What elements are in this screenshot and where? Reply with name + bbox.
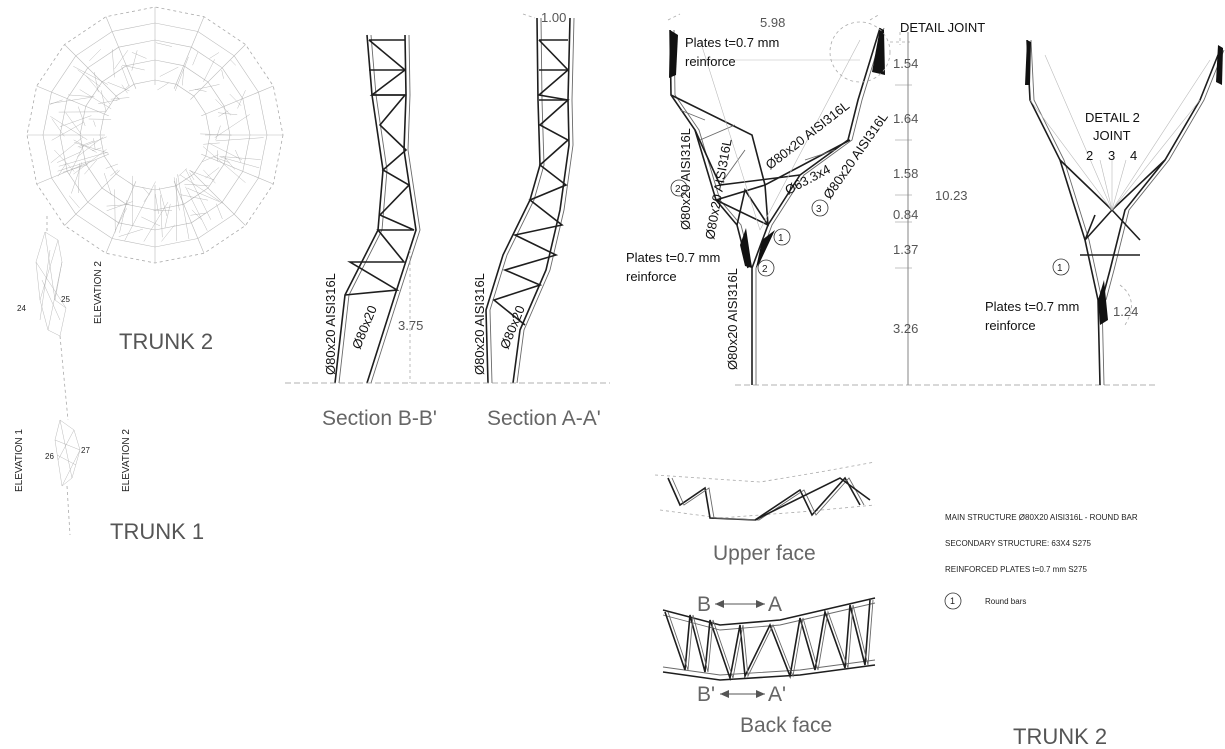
legend: MAIN STRUCTURE Ø80X20 AISI316L - ROUND B… xyxy=(944,513,1138,610)
elevation-dimension-line xyxy=(895,32,912,385)
section-a-secondary-member-label: Ø80x20 xyxy=(497,303,528,351)
trunk1-plan-sketch: 26 27 xyxy=(45,419,90,536)
svg-text:1: 1 xyxy=(1057,263,1063,274)
joint-number-4: 4 xyxy=(1130,148,1137,163)
legend-round-bar-symbol xyxy=(944,592,962,610)
trunk1-plan-title: TRUNK 1 xyxy=(110,519,204,544)
b-prime-a-prime-arrow: B' A' xyxy=(697,683,786,706)
canopy-spoke xyxy=(190,170,246,226)
detail2-title-line1: DETAIL 2 xyxy=(1085,110,1140,125)
canopy-spoke xyxy=(201,85,274,117)
svg-text:2: 2 xyxy=(675,184,681,195)
canopy-spoke xyxy=(105,181,137,254)
node-label-25: 25 xyxy=(61,295,70,304)
b-arrow-right-label: A xyxy=(768,593,782,616)
section-b-caption: Section B-B' xyxy=(322,407,437,430)
trunk2-plan-title: TRUNK 2 xyxy=(119,329,213,354)
section-top-dim: 1.00 xyxy=(541,10,566,25)
canopy-mesh-lines xyxy=(49,42,264,242)
node-label-27: 27 xyxy=(81,446,90,455)
canopy-spoke xyxy=(173,181,205,254)
node-label-26: 26 xyxy=(45,452,54,461)
detail2-truss xyxy=(1025,39,1225,386)
dim-1-54: 1.54 xyxy=(893,56,918,71)
section-b-main-member-label: Ø80x20 AISI316L xyxy=(323,273,338,375)
back-face-caption: Back face xyxy=(740,714,832,737)
canopy-spoke xyxy=(64,44,120,100)
legend-reinforced-plates: REINFORCED PLATES t=0.7 mm S275 xyxy=(945,565,1087,574)
section-b-truss xyxy=(334,34,421,384)
dim-1-58: 1.58 xyxy=(893,166,918,181)
dim-0-84: 0.84 xyxy=(893,207,918,222)
legend-symbol-number: 1 xyxy=(950,596,955,606)
canopy-rings xyxy=(26,6,284,264)
callout-1: 1 xyxy=(773,228,791,246)
canopy-ring xyxy=(26,6,284,264)
dim-3-26: 3.26 xyxy=(893,321,918,336)
svg-text:2: 2 xyxy=(762,264,768,275)
left-arm-member-label: Ø80x20 AISI316L xyxy=(678,128,693,230)
plan-canopy xyxy=(26,6,284,264)
canopy-spoke xyxy=(190,44,246,100)
detail2-reinforce-label: reinforce xyxy=(985,318,1036,333)
canopy-spoke xyxy=(173,16,205,89)
canopy-spoke xyxy=(36,85,109,117)
back-face-truss xyxy=(662,597,876,682)
dim-1-64: 1.64 xyxy=(893,111,918,126)
section-a-main-member-label: Ø80x20 AISI316L xyxy=(472,273,487,375)
elevation-2-label-upper: ELEVATION 2 xyxy=(93,261,104,324)
plates-mid-label: Plates t=0.7 mm xyxy=(626,250,720,265)
detail2-callout-1: 1 xyxy=(1052,258,1070,276)
b-prime-arrow-label: B' xyxy=(697,683,715,706)
section-height-dim: 3.75 xyxy=(398,318,423,333)
legend-round-bars: Round bars xyxy=(985,597,1026,606)
svg-text:3: 3 xyxy=(816,204,822,215)
b-arrow-left-label: B xyxy=(697,593,711,616)
node-label-24: 24 xyxy=(17,304,26,313)
detail-joint-label: DETAIL JOINT xyxy=(900,20,985,35)
detail2-plates-label: Plates t=0.7 mm xyxy=(985,299,1079,314)
elevation-2-label-lower: ELEVATION 2 xyxy=(121,429,132,492)
callout-2-left: 2 xyxy=(670,179,688,197)
trunk2-plan-sketch: 24 25 xyxy=(17,216,70,421)
legend-secondary-structure: SECONDARY STRUCTURE: 63X4 S275 xyxy=(945,539,1092,548)
legend-main-structure: MAIN STRUCTURE Ø80X20 AISI316L - ROUND B… xyxy=(945,513,1138,522)
elevation-truss xyxy=(667,13,910,385)
canopy-spoke xyxy=(201,153,274,185)
dim-1-37: 1.37 xyxy=(893,242,918,257)
footer-title: TRUNK 2 xyxy=(1013,724,1107,749)
section-a-truss xyxy=(485,13,575,384)
upper-face-truss xyxy=(654,461,876,521)
left-arm-member-label-2: Ø80x20 AISI316L xyxy=(702,138,734,241)
canopy-spoke xyxy=(64,170,120,226)
callout-3: 3 xyxy=(811,199,829,217)
joint-number-2: 2 xyxy=(1086,148,1093,163)
reinforce-mid-label: reinforce xyxy=(626,269,677,284)
section-a-caption: Section A-A' xyxy=(487,407,601,430)
detail2-title-line2: JOINT xyxy=(1093,128,1131,143)
elevation-1-label: ELEVATION 1 xyxy=(14,429,25,492)
trunk-member-label: Ø80x20 AISI316L xyxy=(725,268,740,370)
a-prime-arrow-label: A' xyxy=(768,683,786,706)
callout-2-bottom: 2 xyxy=(757,259,775,277)
canopy-spoke xyxy=(105,16,137,89)
plates-top-label: Plates t=0.7 mm xyxy=(685,35,779,50)
total-height-dim: 10.23 xyxy=(935,188,968,203)
section-b-secondary-member-label: Ø80x20 xyxy=(349,303,380,351)
svg-text:1: 1 xyxy=(778,233,784,244)
reinforce-top-label: reinforce xyxy=(685,54,736,69)
joint-number-3: 3 xyxy=(1108,148,1115,163)
b-a-arrow: B A xyxy=(697,593,782,616)
detail2-dim: 1.24 xyxy=(1113,304,1138,319)
upper-face-caption: Upper face xyxy=(713,542,816,565)
diagonal-member-label: Ø80x20 AISI316L xyxy=(763,98,853,173)
canopy-mesh xyxy=(49,42,264,242)
top-width-dim: 5.98 xyxy=(760,15,785,30)
